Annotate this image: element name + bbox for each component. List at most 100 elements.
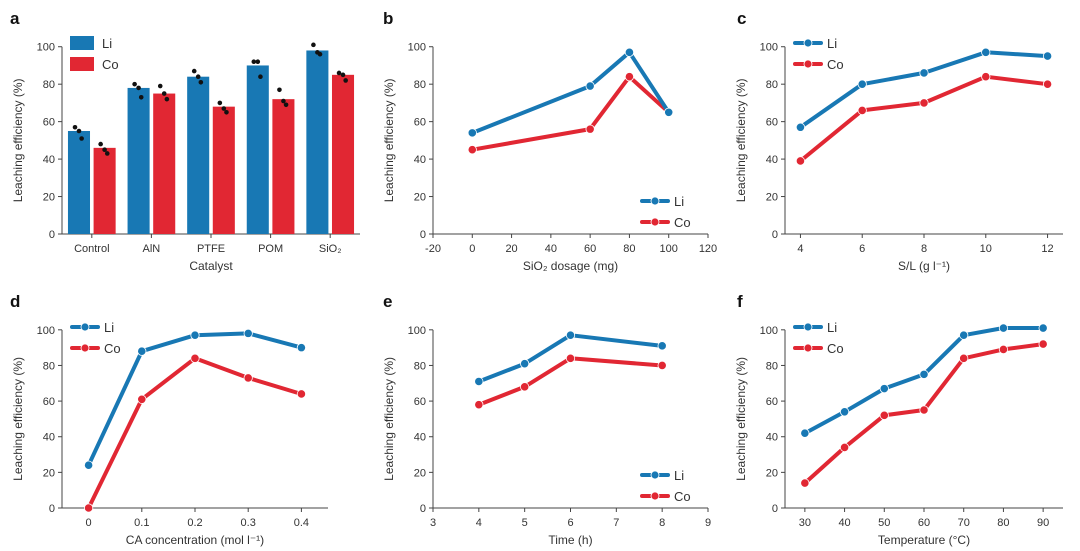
y-tick-label: 40 <box>414 154 426 166</box>
x-tick-label: 6 <box>567 517 573 529</box>
y-tick-label: 0 <box>420 503 426 515</box>
x-tick-label: 0 <box>86 517 92 529</box>
series-line-co <box>798 74 1050 163</box>
point-co <box>879 410 889 420</box>
bar-li-pom <box>246 65 269 234</box>
panel-letter: d <box>10 292 20 311</box>
point-li <box>585 81 595 91</box>
point-co <box>137 394 147 404</box>
x-axis-label: Time (h) <box>548 533 592 547</box>
y-tick-label: 60 <box>414 396 426 408</box>
x-tick-label: 20 <box>505 243 517 255</box>
y-tick-label: 80 <box>43 360 55 372</box>
y-tick-label: 20 <box>43 192 55 204</box>
panel-a: a 0 20 40 60 80 100 Leaching efficiency (%) Cata… <box>10 9 360 273</box>
y-tick-label: 80 <box>43 79 55 91</box>
legend-label-co: Co <box>674 215 691 230</box>
x-tick-label: 120 <box>699 243 717 255</box>
x-tick-label: 12 <box>1041 243 1053 255</box>
replicate-point <box>136 85 141 91</box>
y-tick-label: 80 <box>766 360 778 372</box>
y-tick-label: 80 <box>414 360 426 372</box>
replicate-point <box>343 78 348 83</box>
point-co <box>84 503 94 513</box>
y-tick-label: 0 <box>772 503 778 515</box>
y-axis-label: Leaching efficiency (%) <box>11 78 25 202</box>
replicate-point <box>102 147 107 153</box>
point-li <box>243 328 253 338</box>
point-co <box>585 124 595 134</box>
y-tick-label: 0 <box>49 503 55 515</box>
x-tick-label: 0 <box>469 243 475 255</box>
legend-label-li: Li <box>827 320 837 335</box>
x-tick-label: AlN <box>143 243 161 255</box>
point-li <box>879 384 889 394</box>
x-tick-label: POM <box>258 243 283 255</box>
replicate-point <box>198 80 204 85</box>
legend-label-li: Li <box>674 194 684 209</box>
x-tick-label: 3 <box>430 517 436 529</box>
x-tick-label: 9 <box>705 517 711 529</box>
replicate-point <box>161 91 167 96</box>
point-co <box>839 442 850 453</box>
y-tick-label: 100 <box>760 42 778 54</box>
replicate-point <box>104 151 110 156</box>
point-co <box>800 478 810 488</box>
point-li <box>919 68 929 78</box>
bar-co-ptfe <box>212 106 235 234</box>
legend-label-li: Li <box>674 468 684 483</box>
series-line-co <box>470 74 671 152</box>
point-co <box>857 105 867 116</box>
y-tick-label: 60 <box>43 396 55 408</box>
y-tick-label: 100 <box>37 42 55 54</box>
point-li <box>190 330 200 340</box>
replicate-point <box>283 102 289 108</box>
x-axis-label: SiO₂ dosage (mg) <box>523 259 618 273</box>
x-tick-label: 4 <box>476 517 482 529</box>
legend-label-co: Co <box>674 489 691 504</box>
legend-marker-co <box>803 343 813 353</box>
legend-marker-li <box>650 470 660 480</box>
point-li <box>296 343 306 353</box>
y-tick-label: 60 <box>766 117 778 129</box>
point-li <box>664 107 674 117</box>
series-line-li <box>476 333 665 384</box>
replicate-point <box>195 74 201 79</box>
x-tick-label: PTFE <box>197 243 225 255</box>
panel-letter: f <box>737 292 743 311</box>
replicate-point <box>72 124 78 130</box>
y-axis-label: Leaching efficiency (%) <box>734 78 748 202</box>
y-axis-label: Leaching efficiency (%) <box>11 357 25 481</box>
y-tick-label: 20 <box>766 467 778 479</box>
bar-li-aln <box>127 87 150 234</box>
y-tick-label: 40 <box>766 432 778 444</box>
y-tick-label: 100 <box>408 42 426 54</box>
point-li <box>1042 51 1053 61</box>
point-co <box>520 382 530 392</box>
x-tick-label: 0.1 <box>134 517 149 529</box>
panel-d: d 0 20 40 60 80 100 Leaching efficiency (%) CA c… <box>10 292 328 547</box>
point-li <box>137 346 147 356</box>
panel-b: b 0 20 40 60 80 100 Leaching efficiency (%) SiO₂… <box>382 9 717 273</box>
y-tick-label: 80 <box>414 79 426 91</box>
y-tick-label: 40 <box>766 154 778 166</box>
legend-marker-co <box>80 343 90 353</box>
x-tick-label: 4 <box>797 243 803 255</box>
point-li <box>800 428 810 438</box>
legend-marker-li <box>803 38 813 48</box>
x-tick-label: 50 <box>878 517 890 529</box>
replicate-point <box>224 109 229 115</box>
y-tick-label: 20 <box>43 467 55 479</box>
replicate-point <box>191 68 197 74</box>
x-tick-label: 0.3 <box>241 517 256 529</box>
point-co <box>981 72 991 82</box>
point-li <box>1038 323 1048 333</box>
x-axis-label: Catalyst <box>189 259 233 273</box>
point-co <box>1038 339 1048 349</box>
legend-marker-li <box>803 322 813 332</box>
x-tick-label: 80 <box>997 517 1009 529</box>
point-li <box>857 79 867 89</box>
point-li <box>795 122 806 132</box>
replicate-point <box>255 59 261 65</box>
x-tick-label: 10 <box>980 243 992 255</box>
